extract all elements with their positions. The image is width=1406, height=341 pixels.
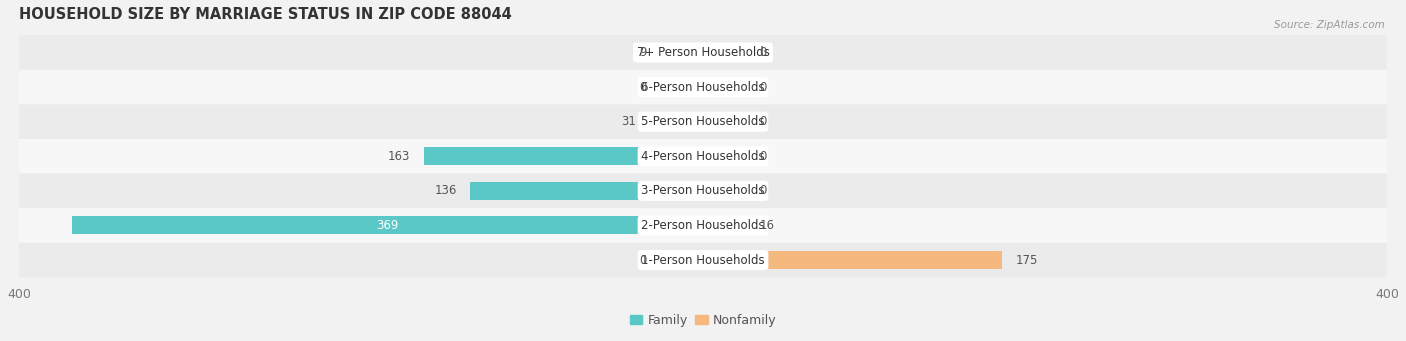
Text: 0: 0	[759, 46, 766, 59]
Legend: Family, Nonfamily: Family, Nonfamily	[624, 309, 782, 332]
FancyBboxPatch shape	[18, 139, 1388, 174]
Text: 7+ Person Households: 7+ Person Households	[637, 46, 769, 59]
Text: 9: 9	[640, 46, 647, 59]
Text: 163: 163	[388, 150, 411, 163]
Text: Source: ZipAtlas.com: Source: ZipAtlas.com	[1274, 20, 1385, 30]
Text: 2-Person Households: 2-Person Households	[641, 219, 765, 232]
Text: HOUSEHOLD SIZE BY MARRIAGE STATUS IN ZIP CODE 88044: HOUSEHOLD SIZE BY MARRIAGE STATUS IN ZIP…	[18, 7, 512, 22]
Text: 0: 0	[759, 184, 766, 197]
Bar	[703, 44, 745, 61]
FancyBboxPatch shape	[18, 35, 1388, 70]
Text: 16: 16	[759, 219, 775, 232]
Bar	[703, 147, 745, 165]
FancyBboxPatch shape	[18, 243, 1388, 277]
Bar	[703, 113, 745, 131]
Bar	[471, 182, 703, 200]
Bar	[703, 182, 745, 200]
Text: 0: 0	[759, 150, 766, 163]
Bar	[661, 44, 703, 61]
Text: 0: 0	[640, 80, 647, 94]
Text: 369: 369	[377, 219, 399, 232]
Text: 3-Person Households: 3-Person Households	[641, 184, 765, 197]
FancyBboxPatch shape	[18, 104, 1388, 139]
Bar	[661, 78, 703, 96]
Text: 6-Person Households: 6-Person Households	[641, 80, 765, 94]
Bar	[650, 113, 703, 131]
Text: 175: 175	[1017, 254, 1039, 267]
Bar	[703, 78, 745, 96]
Text: 31: 31	[621, 115, 637, 128]
Bar	[703, 251, 1002, 269]
Bar	[703, 217, 745, 235]
Bar	[425, 147, 703, 165]
FancyBboxPatch shape	[18, 70, 1388, 104]
Text: 4-Person Households: 4-Person Households	[641, 150, 765, 163]
FancyBboxPatch shape	[18, 208, 1388, 243]
Text: 136: 136	[434, 184, 457, 197]
Text: 0: 0	[759, 115, 766, 128]
Bar	[661, 251, 703, 269]
Text: 0: 0	[640, 254, 647, 267]
Text: 0: 0	[759, 80, 766, 94]
Text: 5-Person Households: 5-Person Households	[641, 115, 765, 128]
Bar	[72, 217, 703, 235]
FancyBboxPatch shape	[18, 174, 1388, 208]
Text: 1-Person Households: 1-Person Households	[641, 254, 765, 267]
